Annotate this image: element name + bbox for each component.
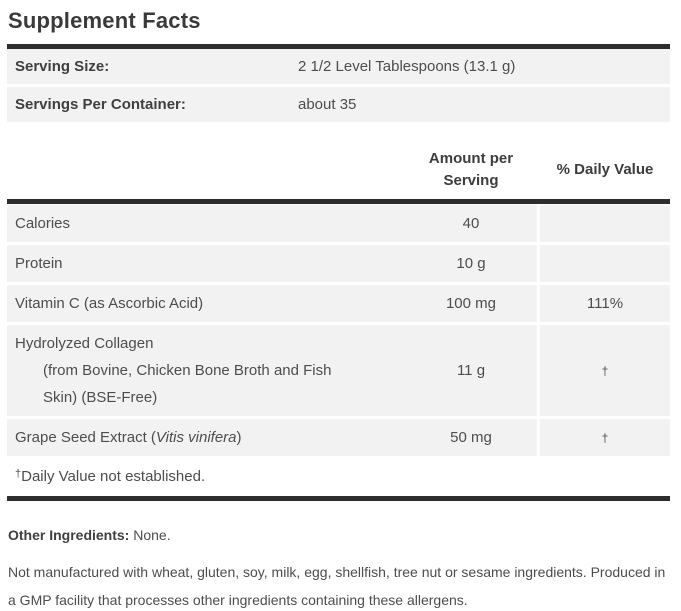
table-row-vitamin-c: Vitamin C (as Ascorbic Acid) 100 mg 111%: [7, 285, 670, 322]
divider-thick-bottom: [7, 496, 670, 501]
other-ingredients-line: Other Ingredients: None.: [8, 527, 670, 543]
amount-per-serving-header: Amount per Serving: [405, 148, 537, 192]
servings-per-container-label: Servings Per Container:: [15, 96, 186, 113]
ingredient-name: Protein: [15, 255, 63, 272]
ingredient-amount: 40: [462, 215, 480, 232]
servings-per-container-value: about 35: [298, 96, 357, 113]
servings-per-container-row: Servings Per Container: about 35: [7, 87, 670, 122]
table-row-protein: Protein 10 g: [7, 245, 670, 282]
ingredient-name: Hydrolyzed Collagen (from Bovine, Chicken…: [7, 325, 405, 416]
ingredient-name-detail-line1: (from Bovine, Chicken Bone Broth and Fis…: [43, 362, 332, 379]
ingredient-name: Vitamin C (as Ascorbic Acid): [15, 295, 204, 312]
footnote-text: Daily Value not established.: [21, 468, 206, 485]
other-ingredients-value: None.: [133, 527, 171, 543]
ingredient-daily-value: †: [537, 419, 670, 456]
daily-value-header: % Daily Value: [556, 161, 654, 178]
amount-header-line2: Serving: [443, 172, 499, 189]
ingredient-amount: 50 mg: [450, 429, 492, 446]
table-header: Amount per Serving % Daily Value: [7, 122, 670, 199]
amount-header-line1: Amount per: [428, 150, 514, 167]
ingredient-daily-value: [537, 205, 670, 242]
divider-thick-top: [7, 44, 670, 49]
daily-value-footnote: †Daily Value not established.: [7, 456, 670, 496]
ingredient-daily-value: [537, 245, 670, 282]
ingredient-daily-value: 111%: [537, 285, 670, 322]
ingredient-amount: 11 g: [456, 362, 486, 379]
panel-title: Supplement Facts: [8, 8, 201, 33]
serving-size-label: Serving Size:: [15, 58, 110, 75]
ingredient-name-main: Hydrolyzed Collagen: [15, 335, 154, 352]
ingredient-name: Calories: [15, 215, 71, 232]
ingredient-name-detail-line2: Skin) (BSE-Free): [43, 389, 158, 406]
ingredient-amount: 100 mg: [445, 295, 497, 312]
ingredient-name-botanical: Vitis vinifera: [155, 429, 237, 446]
ingredient-name: Grape Seed Extract (Vitis vinifera): [7, 419, 405, 456]
serving-size-value: 2 1/2 Level Tablespoons (13.1 g): [298, 58, 516, 75]
ingredient-name-prefix: Grape Seed Extract (: [15, 429, 156, 446]
table-row-grape-seed-extract: Grape Seed Extract (Vitis vinifera) 50 m…: [7, 419, 670, 456]
ingredient-name-suffix: ): [236, 429, 242, 446]
allergen-statement: Not manufactured with wheat, gluten, soy…: [8, 564, 666, 608]
dagger-symbol: †: [15, 468, 22, 480]
table-row-hydrolyzed-collagen: Hydrolyzed Collagen (from Bovine, Chicken…: [7, 325, 670, 416]
ingredient-daily-value: †: [537, 325, 670, 416]
ingredient-amount: 10 g: [456, 255, 486, 272]
other-ingredients-label: Other Ingredients:: [8, 527, 130, 543]
table-row-calories: Calories 40: [7, 205, 670, 242]
divider-thick-header: [7, 199, 670, 204]
serving-size-row: Serving Size: 2 1/2 Level Tablespoons (1…: [7, 49, 670, 84]
